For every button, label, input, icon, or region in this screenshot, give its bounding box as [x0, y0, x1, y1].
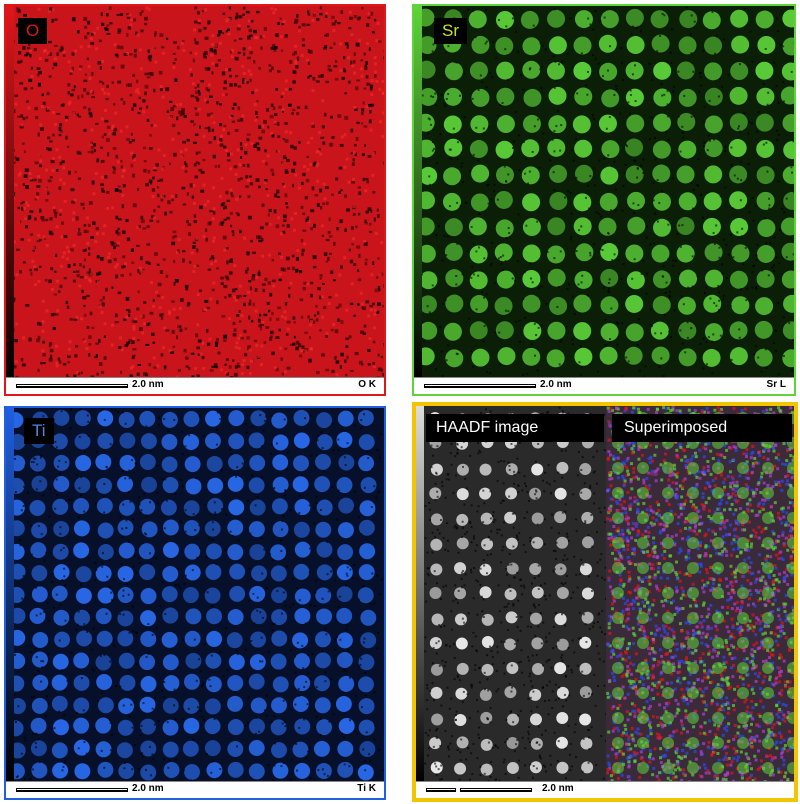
o-intensity-gradient	[6, 6, 14, 378]
superimposed-image	[606, 406, 794, 782]
o-scale-text: 2.0 nm	[132, 379, 164, 390]
ti-element-label: Ti	[24, 418, 54, 444]
sr-scale-text: 2.0 nm	[540, 379, 572, 390]
o-element-label: O	[18, 18, 48, 44]
haadf-intensity-gradient	[416, 406, 424, 782]
ti-map-canvas	[6, 408, 384, 782]
haadf-image	[424, 406, 606, 782]
ti-scale-line	[16, 788, 128, 792]
ti-intensity-gradient	[6, 408, 14, 782]
o-map-image	[6, 6, 384, 378]
haadf-label: HAADF image	[426, 414, 604, 442]
ti-scale-text: 2.0 nm	[132, 783, 164, 794]
combo-scale-line-short	[426, 788, 456, 792]
combo-scale-bar: 2.0 nm	[416, 781, 794, 798]
o-scale-bar: 2.0 nm O K	[6, 377, 384, 394]
o-line-text: O K	[358, 379, 376, 390]
haadf-canvas	[424, 406, 606, 782]
sr-map-panel: Sr 2.0 nm Sr L	[412, 4, 796, 396]
ti-scale-bar: 2.0 nm Ti K	[6, 781, 384, 798]
sr-intensity-gradient	[414, 6, 422, 378]
sr-scale-line	[424, 384, 536, 388]
ti-map-image	[6, 408, 384, 782]
superimposed-canvas	[606, 406, 794, 782]
haadf-superimposed-panel: HAADF image Superimposed 2.0 nm	[412, 402, 798, 802]
ti-map-panel: Ti 2.0 nm Ti K	[4, 406, 386, 800]
o-map-canvas	[6, 6, 384, 378]
combo-scale-text: 2.0 nm	[542, 783, 574, 794]
sr-map-image	[414, 6, 794, 378]
combo-scale-line	[460, 788, 532, 792]
o-map-panel: O 2.0 nm O K	[4, 4, 386, 396]
ti-line-text: Ti K	[357, 783, 376, 794]
sr-scale-bar: 2.0 nm Sr L	[414, 377, 794, 394]
superimposed-label: Superimposed	[612, 414, 792, 442]
sr-element-label: Sr	[434, 18, 467, 44]
sr-map-canvas	[414, 6, 794, 378]
o-scale-line	[16, 384, 128, 388]
sr-line-text: Sr L	[766, 379, 786, 390]
